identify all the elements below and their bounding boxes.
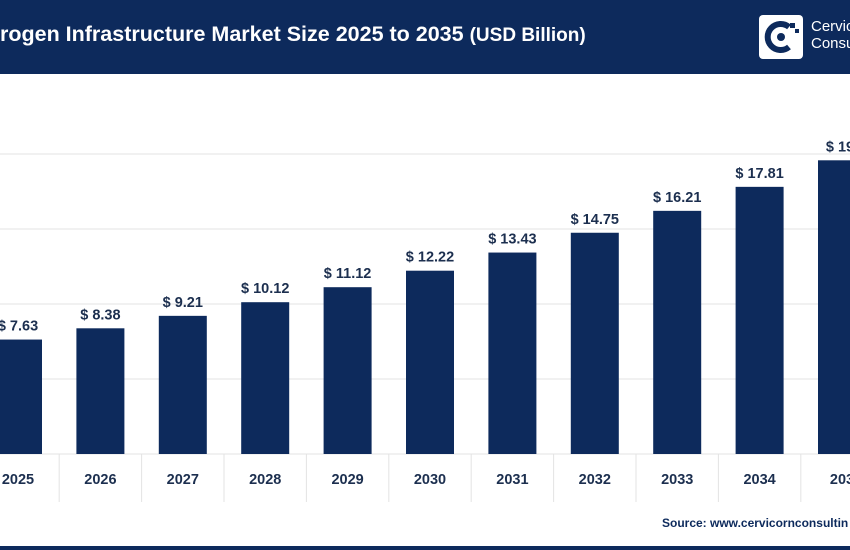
x-tick-label-2030: 2030 — [414, 472, 446, 488]
x-tick-label-2029: 2029 — [331, 472, 363, 488]
logo-line-1: Cervic — [811, 18, 850, 35]
bar-2027 — [158, 315, 207, 454]
x-tick-label-2035: 203 — [830, 472, 850, 488]
x-tick-label-2032: 2032 — [579, 472, 611, 488]
chart-title: lrogen Infrastructure Market Size 2025 t… — [0, 22, 586, 47]
chart-header: lrogen Infrastructure Market Size 2025 t… — [0, 0, 850, 74]
source-note: Source: www.cervicornconsultin — [662, 516, 849, 530]
data-label-2031: $ 13.43 — [488, 232, 536, 248]
data-label-2030: $ 12.22 — [406, 250, 454, 266]
bar-2033 — [653, 210, 702, 454]
bar-2031 — [488, 252, 537, 454]
data-label-2032: $ 14.75 — [571, 212, 619, 228]
bar-2029 — [323, 287, 372, 454]
data-label-2029: $ 11.12 — [324, 266, 372, 282]
x-tick-label-2033: 2033 — [661, 472, 693, 488]
bar-2026 — [76, 328, 125, 454]
bottom-rule — [0, 546, 850, 550]
logo-line-2: Consu — [811, 35, 850, 52]
data-label-2035: $ 19. — [826, 139, 850, 155]
x-tick-label-2034: 2034 — [743, 472, 775, 488]
x-tick-label-2031: 2031 — [496, 472, 528, 488]
cervicorn-logo-icon — [759, 15, 803, 59]
bar-2032 — [570, 232, 619, 454]
data-label-2028: $ 10.12 — [241, 281, 289, 297]
data-label-2033: $ 16.21 — [653, 190, 701, 206]
logo-wordmark: Cervic Consu — [811, 18, 850, 52]
data-label-2025: $ 7.63 — [0, 319, 38, 335]
bar-2028 — [241, 302, 290, 454]
bar-chart: $ 7.63 2025 $ 8.38 2026 $ 9.21 2027 $ 10.12 202… — [0, 139, 850, 502]
bar-2034 — [735, 186, 784, 454]
chart-title-unit: (USD Billion) — [469, 25, 586, 46]
bar-2035 — [818, 160, 850, 455]
x-tick-label-2027: 2027 — [167, 472, 199, 488]
bar-2025 — [0, 339, 42, 454]
data-label-2027: $ 9.21 — [163, 295, 203, 311]
x-tick-label-2026: 2026 — [84, 472, 116, 488]
data-label-2026: $ 8.38 — [80, 307, 120, 323]
x-tick-label-2028: 2028 — [249, 472, 281, 488]
chart-title-main: lrogen Infrastructure Market Size 2025 t… — [0, 22, 464, 46]
data-label-2034: $ 17.81 — [735, 166, 783, 182]
bar-2030 — [406, 270, 454, 454]
x-tick-label-2025: 2025 — [2, 472, 34, 488]
